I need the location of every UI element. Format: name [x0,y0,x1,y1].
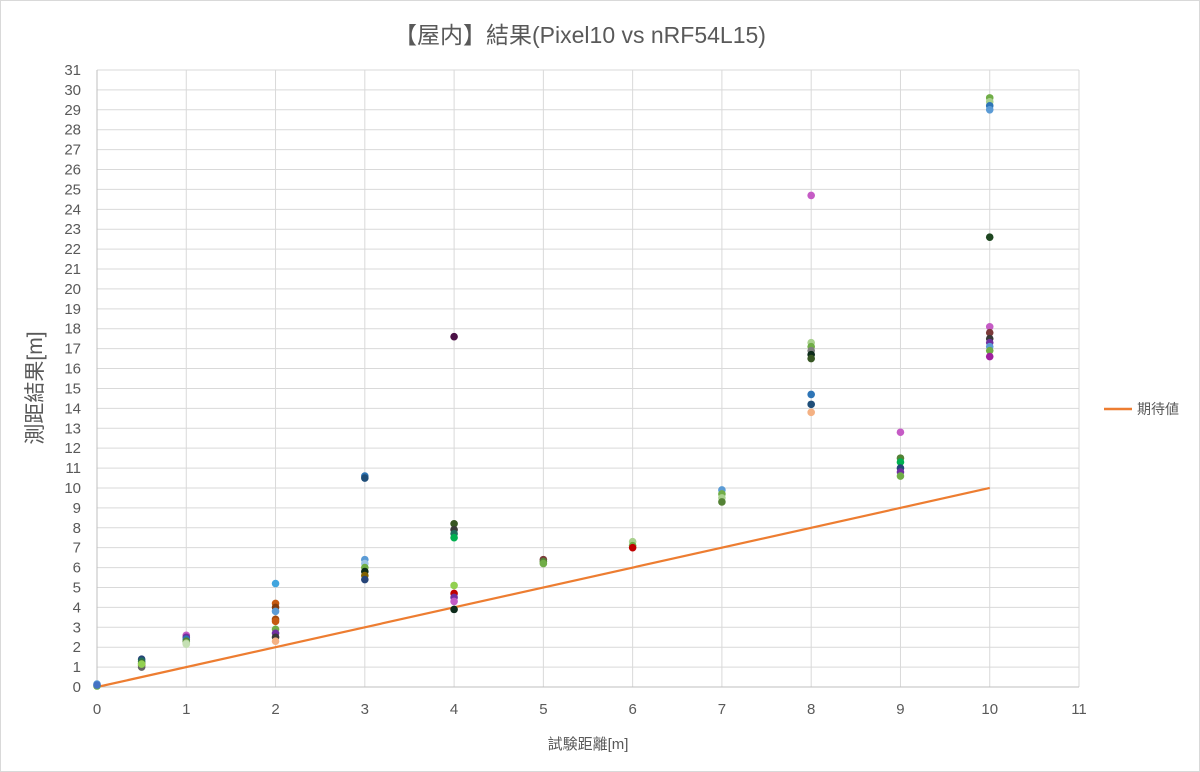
x-tick-label: 0 [93,701,101,718]
chart-title: 【屋内】結果(Pixel10 vs nRF54L15) [394,22,766,48]
y-tick-label: 19 [64,301,81,318]
measurement-point [985,322,994,331]
y-tick-label: 13 [64,420,81,437]
measurement-point [450,533,458,542]
y-tick-label: 29 [64,102,81,119]
measurement-point [807,400,815,409]
measurement-point [985,233,994,241]
expected-series [96,486,990,689]
y-tick-label: 24 [64,201,81,218]
y-axis-label: 測距結果[m] [24,331,47,444]
measurement-point [985,352,994,361]
x-tick-label: 1 [182,701,190,718]
expected-line [96,486,990,689]
y-tick-label: 1 [73,659,81,676]
measurement-points [93,94,994,690]
measurement-point [628,543,637,552]
y-tick-label: 21 [64,261,81,278]
x-tick-label: 11 [1071,701,1087,718]
y-tick-label: 23 [64,221,81,238]
measurement-point [896,458,905,466]
x-tick-label: 10 [981,701,998,718]
y-tick-label: 4 [73,599,81,616]
x-tick-labels: 0 1 2 3 4 5 6 7 8 9 10 11 [93,701,1087,718]
x-tick-label: 7 [718,701,726,718]
measurement-point [450,519,458,528]
y-tick-label: 11 [65,460,81,477]
x-axis-label: 試験距離[m] [548,735,629,753]
y-tick-labels: 0123456789101112131415161718192021222324… [64,62,81,696]
y-tick-label: 0 [73,679,81,696]
measurement-point [807,408,815,417]
y-tick-label: 31 [64,62,81,79]
measurement-point [271,617,280,626]
measurement-point [985,328,994,337]
y-tick-label: 20 [64,281,81,298]
y-tick-label: 22 [64,241,81,258]
measurement-point [807,191,815,200]
x-tick-label: 5 [539,701,547,718]
measurement-point [182,640,191,649]
measurement-point [271,607,280,616]
measurement-point [361,474,369,482]
y-tick-label: 5 [73,579,81,596]
y-tick-label: 7 [73,540,81,557]
x-tick-label: 8 [807,701,815,718]
measurement-point [450,605,458,614]
legend-label-expected: 期待値 [1137,401,1179,417]
measurement-point [450,332,458,341]
y-tick-label: 27 [64,142,81,159]
measurement-point [718,498,726,506]
y-tick-label: 6 [73,560,81,577]
y-tick-label: 14 [64,400,81,417]
measurement-point [271,579,280,588]
measurement-point [985,106,994,114]
measurement-point [896,472,905,480]
y-tick-label: 9 [73,500,81,517]
y-tick-label: 12 [64,440,81,457]
x-tick-label: 2 [271,701,279,718]
y-tick-label: 26 [64,162,81,179]
y-tick-label: 8 [73,520,81,537]
y-tick-label: 28 [64,122,81,139]
legend: 期待値 [1104,401,1179,417]
y-tick-label: 3 [73,619,81,636]
y-tick-label: 15 [64,380,81,397]
measurement-point [137,660,146,668]
y-tick-label: 30 [64,82,81,99]
measurement-point [985,346,994,355]
measurement-point [896,428,905,437]
y-tick-label: 25 [64,181,81,198]
gridlines [97,69,1080,687]
measurement-point [93,681,101,689]
x-tick-label: 9 [896,701,904,718]
x-tick-label: 6 [628,701,636,718]
measurement-point [450,597,458,606]
y-tick-label: 10 [64,480,81,497]
measurement-point [807,354,815,363]
x-tick-label: 3 [361,701,369,718]
x-tick-label: 4 [450,701,458,718]
measurement-point [271,637,280,646]
measurement-point [539,559,548,568]
measurement-point [450,581,458,590]
y-tick-label: 18 [64,321,81,338]
y-tick-label: 2 [73,639,81,656]
measurement-point [807,390,815,399]
y-tick-label: 16 [64,361,81,378]
axes [96,70,1079,688]
measurement-point [361,575,369,584]
y-tick-label: 17 [64,341,81,358]
